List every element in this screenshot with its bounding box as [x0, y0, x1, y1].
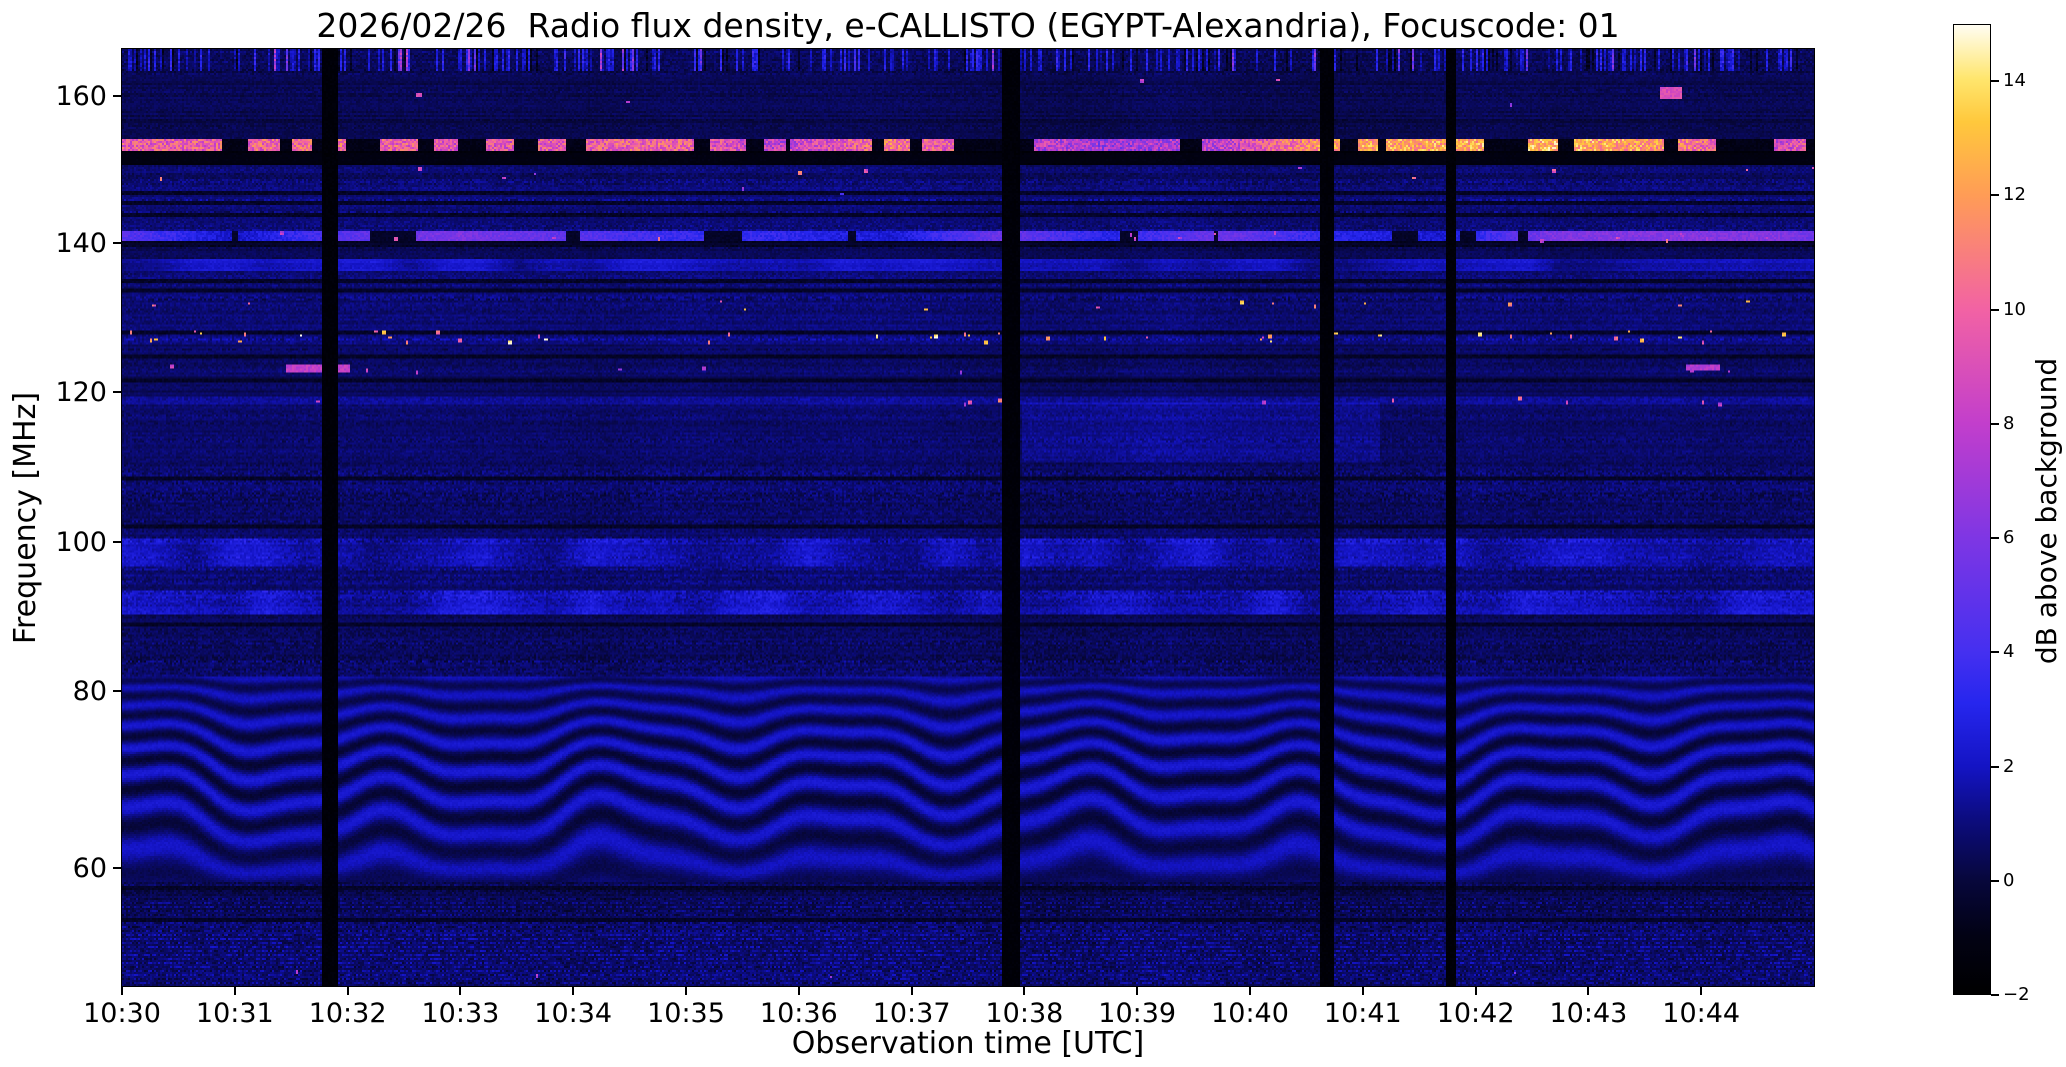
- x-tick-mark: [1361, 986, 1364, 995]
- x-tick-mark: [1700, 986, 1703, 995]
- spectrogram-plot: [121, 48, 1815, 987]
- y-tick-mark: [113, 390, 122, 393]
- colorbar-tick-label: 2: [2003, 755, 2015, 777]
- x-tick-label: 10:40: [1211, 998, 1289, 1029]
- x-tick-label: 10:42: [1436, 998, 1515, 1029]
- colorbar-tick-mark: [1991, 80, 1999, 83]
- x-tick-mark: [797, 986, 800, 995]
- colorbar-tick-label: 4: [2003, 641, 2015, 663]
- x-axis-label: Observation time [UTC]: [791, 1026, 1145, 1061]
- x-tick-mark: [459, 986, 462, 995]
- colorbar-tick-mark: [1991, 994, 1999, 996]
- colorbar-tick-mark: [1991, 422, 1999, 425]
- colorbar-tick-label: 6: [2003, 527, 2015, 549]
- colorbar-tick-label: 0: [2003, 869, 2015, 891]
- colorbar-tick-label: 14: [2003, 70, 2026, 92]
- colorbar-tick-mark: [1991, 308, 1999, 311]
- x-tick-label: 10:41: [1323, 998, 1402, 1029]
- colorbar-tick-mark: [1991, 765, 1999, 768]
- x-tick-label: 10:32: [308, 998, 387, 1029]
- x-tick-label: 10:33: [421, 998, 500, 1029]
- x-tick-label: 10:34: [534, 998, 613, 1029]
- x-tick-mark: [233, 986, 236, 995]
- x-tick-mark: [1587, 986, 1590, 995]
- x-tick-label: 10:43: [1549, 998, 1628, 1029]
- x-tick-mark: [685, 986, 687, 995]
- colorbar-label: dB above background: [2030, 357, 2063, 665]
- x-tick-mark: [1136, 986, 1139, 995]
- spectrogram-canvas: [122, 49, 1814, 986]
- y-tick-mark: [113, 866, 122, 869]
- x-tick-label: 10:38: [985, 998, 1064, 1029]
- x-tick-mark: [1249, 986, 1251, 995]
- y-tick-label: 60: [72, 852, 107, 884]
- x-tick-label: 10:31: [195, 998, 274, 1029]
- x-tick-label: 10:35: [647, 998, 725, 1029]
- colorbar-tick-mark: [1991, 879, 1999, 882]
- colorbar-tick-mark: [1991, 537, 1999, 540]
- y-tick-mark: [113, 94, 122, 97]
- x-tick-mark: [910, 986, 913, 995]
- x-tick-mark: [572, 986, 575, 995]
- y-tick-mark: [113, 241, 122, 244]
- chart-title: 2026/02/26 Radio flux density, e-CALLIST…: [316, 6, 1620, 45]
- colorbar-gradient: [1954, 25, 1990, 994]
- y-tick-mark: [113, 540, 122, 543]
- colorbar-tick-mark: [1991, 651, 1999, 654]
- x-tick-label: 10:37: [872, 998, 951, 1029]
- x-tick-mark: [346, 986, 349, 995]
- y-tick-mark: [113, 689, 122, 692]
- x-tick-mark: [121, 986, 123, 995]
- y-tick-label: 80: [72, 675, 107, 707]
- x-tick-label: 10:30: [83, 998, 161, 1029]
- colorbar-tick-mark: [1991, 194, 1999, 197]
- x-tick-label: 10:39: [1098, 998, 1177, 1029]
- x-tick-label: 10:36: [759, 998, 838, 1029]
- colorbar-tick-label: 12: [2003, 184, 2026, 206]
- y-tick-label: 100: [55, 526, 107, 558]
- colorbar: [1953, 24, 1991, 995]
- x-tick-mark: [1474, 986, 1477, 995]
- colorbar-tick-label: −2: [2003, 984, 2030, 1005]
- x-tick-mark: [1023, 986, 1026, 995]
- y-tick-label: 140: [55, 227, 107, 259]
- y-tick-label: 120: [55, 376, 107, 408]
- y-tick-label: 160: [55, 80, 107, 112]
- x-tick-label: 10:44: [1662, 998, 1741, 1029]
- colorbar-tick-label: 8: [2003, 412, 2015, 434]
- colorbar-tick-label: 10: [2003, 298, 2026, 320]
